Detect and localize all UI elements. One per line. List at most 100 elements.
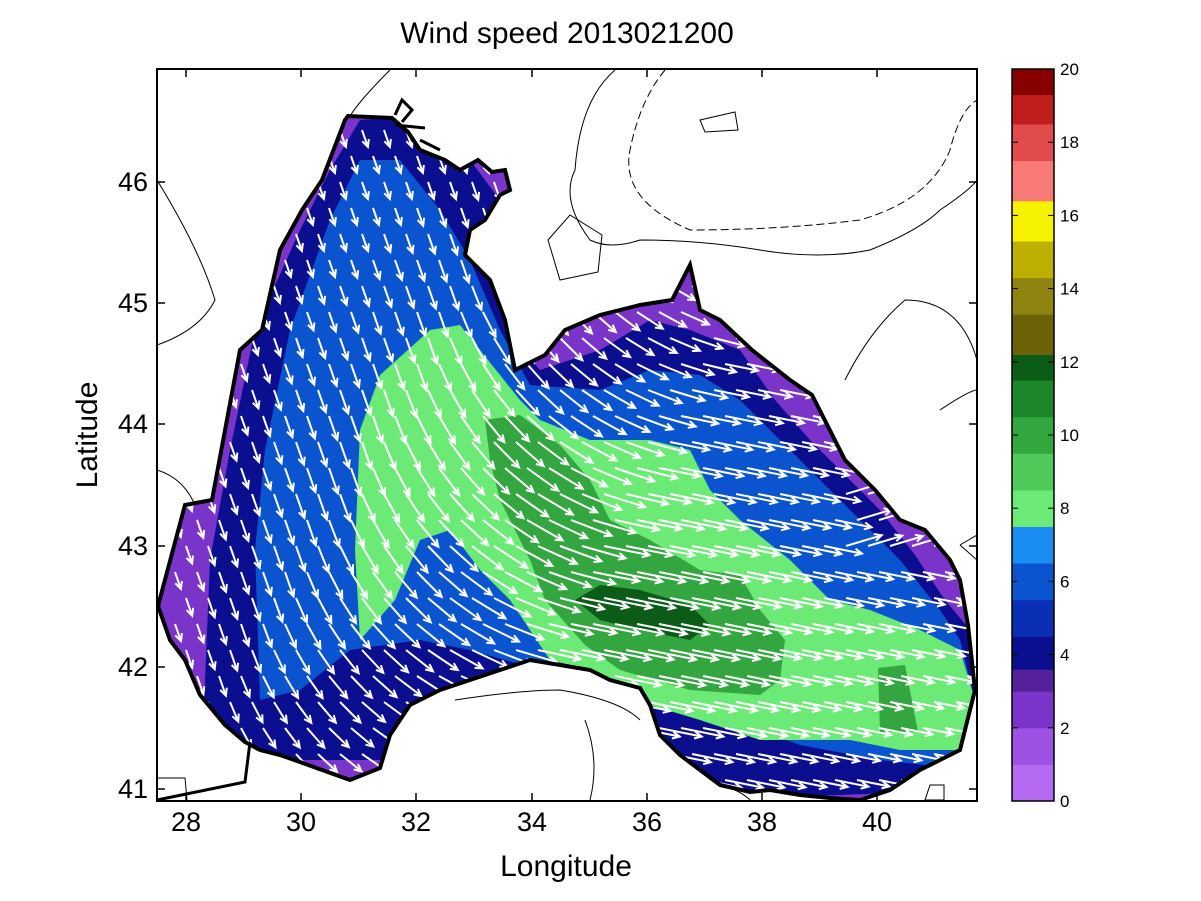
wind-arrow — [647, 545, 697, 559]
x-axis-ticks — [185, 69, 878, 801]
wind-arrow — [185, 545, 194, 566]
wind-arrow — [614, 363, 647, 383]
wind-arrow — [878, 675, 916, 686]
wind-arrow — [724, 675, 772, 688]
wind-arrow — [834, 519, 874, 531]
colorbar-band — [1012, 453, 1054, 491]
wind-arrow — [614, 467, 657, 484]
x-axis-label: Longitude — [500, 850, 632, 883]
wind-arrow — [559, 493, 600, 514]
wind-arrow — [636, 311, 665, 330]
wind-arrow — [515, 545, 555, 568]
wind-arrow — [306, 519, 318, 548]
colorbar: 0 2 4 6 8 10 12 14 16 18 20 — [1011, 60, 1079, 811]
x-tick-label: 28 — [171, 807, 201, 837]
wind-arrow — [361, 597, 383, 625]
wind-arrow — [636, 675, 686, 689]
colorbar-band — [1012, 241, 1054, 279]
wind-arrow — [636, 363, 670, 381]
wind-arrow — [196, 571, 206, 593]
wind-arrow — [438, 207, 448, 229]
wind-arrow — [350, 727, 376, 749]
wind-arrow — [801, 649, 845, 661]
wind-arrow — [174, 623, 183, 644]
colorbar-band — [1012, 727, 1054, 765]
wind-arrow — [900, 571, 937, 582]
wind-arrow — [625, 649, 676, 663]
wind-arrow — [361, 701, 387, 724]
wind-arrow — [570, 519, 614, 538]
colorbar-tick-label: 2 — [1060, 719, 1069, 738]
crimea-isthmus — [393, 97, 441, 152]
wind-arrow — [350, 259, 360, 281]
wind-arrow — [350, 363, 361, 390]
wind-arrow — [878, 623, 917, 634]
wind-arrow — [339, 597, 358, 626]
x-tick-label: 30 — [286, 807, 316, 837]
wind-arrow — [416, 259, 427, 283]
x-tick-label: 40 — [862, 807, 892, 837]
wind-arrow — [724, 727, 769, 740]
wind-arrow — [471, 493, 501, 521]
wind-arrow — [482, 363, 502, 392]
wind-arrow — [449, 597, 483, 622]
wind-arrow — [978, 124, 995, 131]
wind-arrow — [295, 701, 313, 725]
wind-arrow — [328, 363, 339, 388]
chart-title: Wind speed 2013021200 — [400, 17, 734, 50]
wind-arrow — [768, 727, 811, 739]
wind-arrow — [978, 228, 995, 235]
wind-arrow — [240, 363, 249, 384]
wind-arrow — [757, 493, 801, 505]
wind-arrow — [526, 519, 565, 542]
wind-arrow — [350, 623, 372, 651]
wind-arrow — [174, 571, 183, 592]
wind-arrow — [702, 467, 746, 480]
wind-arrow — [978, 331, 999, 339]
wind-arrow — [581, 597, 631, 611]
wind-arrow — [372, 571, 394, 600]
wind-arrow — [361, 233, 370, 254]
wind-arrow — [262, 675, 275, 700]
wind-arrow — [922, 675, 957, 686]
wind-arrow — [647, 337, 679, 355]
wind-arrow — [229, 545, 240, 569]
wind-arrow — [548, 623, 595, 637]
wind-arrow — [559, 597, 607, 612]
wind-arrow — [978, 537, 1005, 546]
wind-arrow — [900, 623, 937, 634]
wind-arrow — [636, 571, 688, 585]
wind-arrow — [768, 779, 808, 791]
wind-arrow — [350, 467, 363, 497]
colorbar-tick-label: 18 — [1060, 133, 1079, 152]
wind-arrow — [185, 597, 195, 618]
wind-arrow — [889, 533, 925, 547]
wind-arrow — [735, 493, 780, 506]
wind-arrow — [801, 597, 845, 610]
wind-arrow — [284, 363, 294, 386]
wind-arrow — [856, 571, 896, 583]
wind-arrow — [537, 493, 575, 516]
wind-arrow — [240, 467, 250, 491]
colorbar-band — [1012, 563, 1054, 601]
wind-arrow — [889, 597, 927, 608]
wind-arrow — [295, 597, 309, 625]
colorbar-band — [1012, 69, 1054, 96]
wind-arrow — [691, 337, 725, 351]
wind-arrow — [504, 363, 526, 391]
wind-arrow — [438, 571, 469, 598]
wind-arrow — [768, 519, 812, 532]
wind-arrow — [625, 337, 656, 357]
wind-arrow — [867, 533, 905, 547]
colorbar-band — [1012, 380, 1054, 418]
wind-arrow — [603, 493, 648, 510]
wind-arrow — [251, 701, 264, 725]
wind-arrow — [581, 545, 628, 561]
wind-arrow — [438, 311, 450, 339]
wind-arrow — [757, 441, 798, 453]
wind-arrow — [669, 441, 712, 453]
wind-arrow — [669, 337, 703, 353]
wind-arrow — [405, 441, 422, 472]
wind-arrow — [372, 311, 383, 336]
wind-arrow — [900, 727, 935, 738]
